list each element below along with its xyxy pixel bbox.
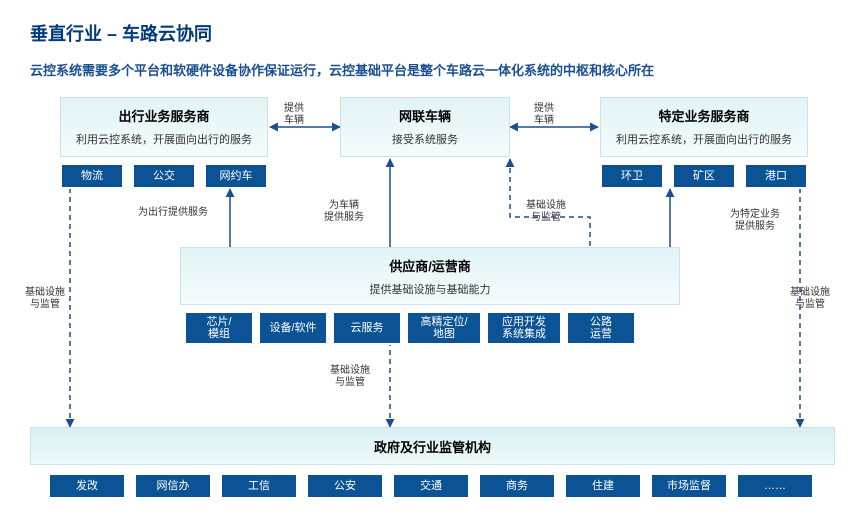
chip: 发改 [50, 475, 124, 497]
arrow-label: 为特定业务 提供服务 [730, 209, 780, 233]
chip: 公交 [134, 165, 194, 187]
chip: 网约车 [206, 165, 266, 187]
arrow-label: 基础设施 与监管 [526, 200, 566, 224]
chip: …… [738, 475, 812, 497]
panel-title: 特定业务服务商 [601, 106, 807, 125]
diagram-canvas: 出行业务服务商利用云控系统，开展面向出行的服务网联车辆接受系统服务特定业务服务商… [30, 97, 835, 527]
arrow-label: 提供 车辆 [284, 103, 304, 127]
chip: 工信 [222, 475, 296, 497]
chip: 港口 [746, 165, 806, 187]
panel-box: 供应商/运营商提供基础设施与基础能力 [180, 247, 680, 305]
arrow-label: 基础设施 与监管 [790, 287, 830, 311]
panel-desc: 利用云控系统，开展面向出行的服务 [61, 131, 267, 147]
chip: 市场监督 [652, 475, 726, 497]
chip: 住建 [566, 475, 640, 497]
chip: 设备/软件 [260, 313, 326, 343]
arrow-label: 基础设施 与监管 [25, 287, 65, 311]
chip: 公路 运营 [568, 313, 634, 343]
panel-title: 网联车辆 [341, 106, 509, 125]
panel-desc: 提供基础设施与基础能力 [181, 281, 679, 297]
panel-title: 出行业务服务商 [61, 106, 267, 125]
arrow-label: 为车辆 提供服务 [324, 200, 364, 224]
page-title: 垂直行业 – 车路云协同 [30, 20, 835, 46]
panel-title: 供应商/运营商 [181, 256, 679, 275]
arrow-label: 提供 车辆 [534, 103, 554, 127]
chip: 矿区 [674, 165, 734, 187]
panel-special: 特定业务服务商利用云控系统，开展面向出行的服务 [600, 97, 808, 157]
panel-travel: 出行业务服务商利用云控系统，开展面向出行的服务 [60, 97, 268, 157]
chip: 应用开发 系统集成 [488, 313, 560, 343]
chip: 环卫 [602, 165, 662, 187]
chip: 物流 [62, 165, 122, 187]
gov-panel: 政府及行业监管机构 [30, 427, 835, 465]
chip: 公安 [308, 475, 382, 497]
arrow-label: 为出行提供服务 [138, 207, 208, 219]
page-subtitle: 云控系统需要多个平台和软硬件设备协作保证运行，云控基础平台是整个车路云一体化系统… [30, 60, 835, 79]
chip: 商务 [480, 475, 554, 497]
chip: 芯片/ 模组 [186, 313, 252, 343]
panel-vehicle: 网联车辆接受系统服务 [340, 97, 510, 157]
chip: 交通 [394, 475, 468, 497]
panel-desc: 利用云控系统，开展面向出行的服务 [601, 131, 807, 147]
arrow-label: 基础设施 与监管 [330, 365, 370, 389]
chip: 网信办 [136, 475, 210, 497]
chip: 云服务 [334, 313, 400, 343]
panel-desc: 接受系统服务 [341, 131, 509, 147]
chip: 高精定位/ 地图 [408, 313, 480, 343]
